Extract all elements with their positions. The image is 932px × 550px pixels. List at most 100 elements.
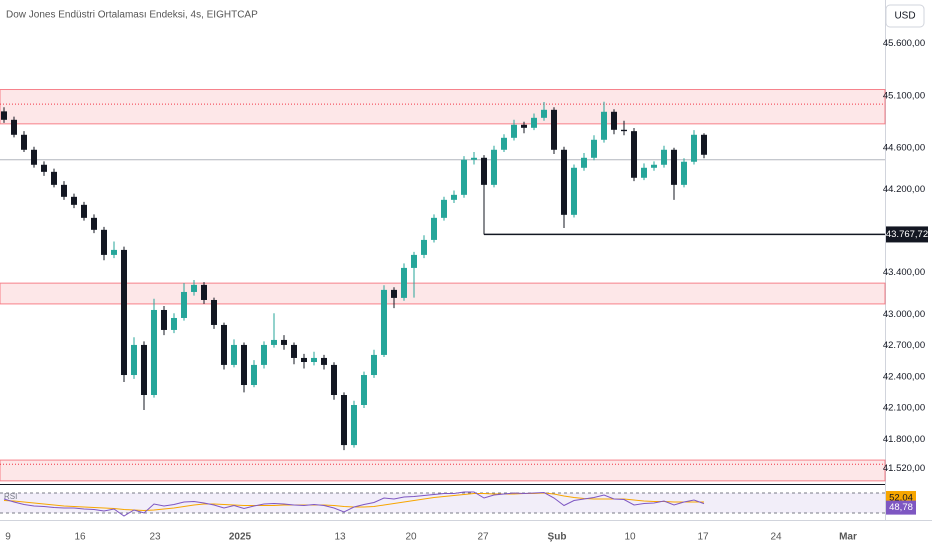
zone <box>0 89 886 125</box>
y-tick-label: 41.520,00 <box>883 463 925 474</box>
currency-box[interactable] <box>885 4 925 28</box>
candle-body <box>231 344 237 365</box>
candle-body <box>701 134 707 155</box>
candle-body <box>81 204 87 218</box>
candle-body <box>141 344 147 396</box>
candle-body <box>661 149 667 165</box>
level-box <box>886 226 928 243</box>
chart-title: Dow Jones Endüstri Ortalaması Endeksi, 4… <box>6 10 258 21</box>
y-tick-label: 44.200,00 <box>883 184 925 195</box>
candle-body <box>491 149 497 185</box>
candle-body <box>241 344 247 386</box>
x-tick-label: 2025 <box>229 532 252 543</box>
level-label: 43.767,72 <box>886 229 928 240</box>
y-tick-label: 45.600,00 <box>883 38 925 49</box>
candle-body <box>291 344 297 358</box>
candle-body <box>341 395 347 446</box>
y-tick-label: 43.000,00 <box>883 309 925 320</box>
x-tick-label: 13 <box>334 532 346 543</box>
candle-body <box>411 254 417 268</box>
rsi-band <box>0 493 885 513</box>
candle-body <box>171 317 177 330</box>
candle-body <box>21 134 27 150</box>
candle-body <box>261 344 267 365</box>
y-tick-label: 42.700,00 <box>883 340 925 351</box>
candle-body <box>591 139 597 158</box>
candle-body <box>301 357 307 363</box>
candle-body <box>221 324 227 365</box>
candle-body <box>151 309 157 396</box>
candle-body <box>391 289 397 298</box>
candle-body <box>281 339 287 345</box>
candle-body <box>671 149 677 185</box>
x-tick-label: 27 <box>477 532 489 543</box>
candle-body <box>431 217 437 240</box>
x-tick-label: 17 <box>697 532 709 543</box>
candle-body <box>461 159 467 195</box>
candle-body <box>161 309 167 330</box>
candle-body <box>101 229 107 255</box>
candle-body <box>121 249 127 376</box>
candle-body <box>311 357 317 363</box>
candle-body <box>601 111 607 140</box>
candle-body <box>41 164 47 172</box>
rsi-line <box>3 491 705 517</box>
candle-body <box>371 354 377 376</box>
y-tick-label: 44.600,00 <box>883 142 925 153</box>
candle-body <box>331 364 337 396</box>
candle-body <box>381 289 387 355</box>
candle-body <box>31 149 37 165</box>
rsi-value-label-box <box>886 500 916 515</box>
candle-body <box>531 117 537 128</box>
candle-body <box>481 157 487 185</box>
candle-body <box>321 357 327 365</box>
candle-body <box>681 161 687 185</box>
candle-body <box>621 129 627 132</box>
candle-body <box>641 167 647 178</box>
candle-body <box>651 164 657 168</box>
candle-body <box>611 111 617 130</box>
candle-body <box>471 157 477 160</box>
candle-body <box>61 184 67 197</box>
candle-body <box>631 131 637 178</box>
x-tick-label: 23 <box>149 532 161 543</box>
candle-body <box>551 109 557 150</box>
candle-body <box>561 149 567 215</box>
y-tick-label: 41.800,00 <box>883 434 925 445</box>
candle-body <box>351 404 357 446</box>
candle-body <box>201 284 207 300</box>
rsi-name: RSI <box>4 492 17 501</box>
candle-body <box>571 167 577 215</box>
x-tick-label: 9 <box>5 532 11 543</box>
candle-body <box>521 124 527 128</box>
candle-body <box>71 196 77 205</box>
candle-body <box>211 299 217 325</box>
y-tick-label: 42.400,00 <box>883 371 925 382</box>
candle-body <box>441 199 447 218</box>
currency: USD <box>894 11 915 22</box>
zone <box>0 282 886 305</box>
x-tick-label: 16 <box>74 532 86 543</box>
rsi-value-label: 48,78 <box>889 502 913 513</box>
candle-body <box>541 109 547 118</box>
x-tick-label: 10 <box>624 532 636 543</box>
candle-body <box>361 375 367 405</box>
y-tick-label: 43.400,00 <box>883 267 925 278</box>
candle-body <box>421 239 427 255</box>
rsi-ma-label: 52,04 <box>889 492 913 503</box>
x-tick-label: 20 <box>405 532 417 543</box>
candle-body <box>581 157 587 168</box>
candle-body <box>11 119 17 135</box>
candle-body <box>1 111 7 120</box>
x-tick-label: Şub <box>548 532 567 543</box>
candle-body <box>91 217 97 230</box>
candle-body <box>511 124 517 138</box>
x-tick-label: 24 <box>770 532 782 543</box>
candle-body <box>271 339 277 345</box>
candle-body <box>131 344 137 376</box>
candle-body <box>691 134 697 162</box>
y-tick-label: 42.100,00 <box>883 403 925 414</box>
candle-body <box>191 284 197 292</box>
